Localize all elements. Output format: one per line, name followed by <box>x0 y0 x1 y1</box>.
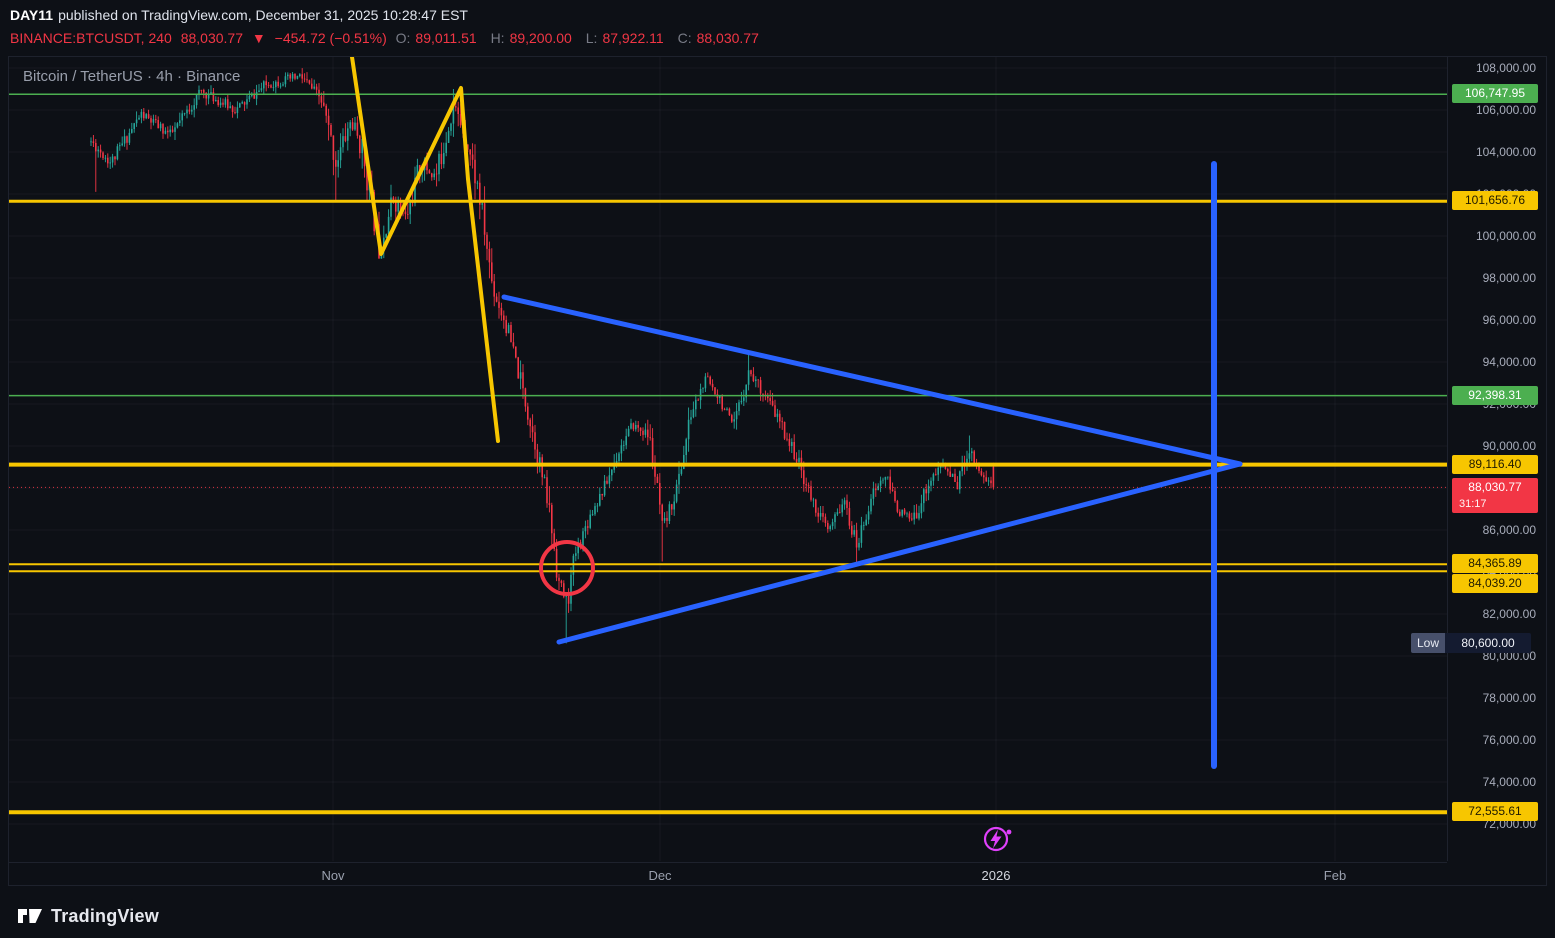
price-change: −454.72 (−0.51%) <box>274 30 387 46</box>
price-tick-label: 94,000.00 <box>1482 355 1536 369</box>
price-tick-label: 100,000.00 <box>1475 229 1536 243</box>
price-tick-label: 78,000.00 <box>1482 691 1536 705</box>
tradingview-wordmark: TradingView <box>51 905 159 926</box>
time-axis-label: 2026 <box>981 868 1011 883</box>
tradingview-logo-icon <box>18 909 42 923</box>
price-level-badge: 106,747.95 <box>1452 84 1538 104</box>
open-value: 89,011.51 <box>415 30 477 46</box>
price-tick-label: 90,000.00 <box>1482 439 1536 453</box>
bar-countdown: 31:17 <box>1459 498 1487 511</box>
price-tick-label: 108,000.00 <box>1475 61 1536 75</box>
time-axis-label: Feb <box>1323 868 1347 883</box>
symbol-name: BINANCE:BTCUSDT, 240 <box>10 30 172 46</box>
publish-text: published on TradingView.com, December 3… <box>58 7 468 23</box>
time-axis-label: Nov <box>321 868 345 883</box>
low-price-marker: Low 80,600.00 <box>1411 633 1532 654</box>
yellow-flag-trendline <box>350 57 500 443</box>
price-level-badge: 89,116.40 <box>1452 454 1538 474</box>
price-level-badge: 101,656.76 <box>1452 191 1538 211</box>
blue-triangle-lower-line <box>556 461 1243 645</box>
footer: TradingView <box>16 901 159 931</box>
price-axis[interactable]: 108,000.00106,000.00104,000.00102,000.00… <box>1411 57 1547 861</box>
price-tick-label: 98,000.00 <box>1482 271 1536 285</box>
chart-area: Bitcoin / TetherUS · 4h · Binance 108,00… <box>8 56 1547 886</box>
author-name: DAY11 <box>10 7 54 23</box>
price-tick-label: 74,000.00 <box>1482 775 1536 789</box>
red-circle-marker <box>539 540 595 596</box>
candle-bodies-down <box>92 74 995 604</box>
blue-triangle-upper-line <box>501 294 1243 467</box>
price-tick-label: 86,000.00 <box>1482 523 1536 537</box>
direction-down-icon: ▼ <box>251 30 266 46</box>
candle-wicks-down <box>92 68 994 613</box>
price-tick-label: 104,000.00 <box>1475 145 1536 159</box>
high-label: H: <box>490 30 505 46</box>
high-value: 89,200.00 <box>509 30 572 46</box>
low-label: Low <box>1411 633 1446 654</box>
price-level-badge: 84,365.89 <box>1452 554 1538 574</box>
price-tick-label: 106,000.00 <box>1475 103 1536 117</box>
price-tick-label: 96,000.00 <box>1482 313 1536 327</box>
price-tick-label: 82,000.00 <box>1482 607 1536 621</box>
magic-marker-icon <box>983 826 1009 852</box>
low-value: 80,600.00 <box>1445 633 1532 654</box>
close-value: 88,030.77 <box>696 30 759 46</box>
close-label: C: <box>677 30 692 46</box>
low-label: L: <box>585 30 598 46</box>
current-price-badge: 88,030.77 31:17 <box>1452 478 1538 514</box>
price-level-badge: 92,398.31 <box>1452 385 1538 405</box>
price-tick-label: 76,000.00 <box>1482 733 1536 747</box>
magic-bolt-icon <box>990 829 1002 849</box>
candle-bodies-up <box>90 74 990 604</box>
price-level-badge: 72,555.61 <box>1452 802 1538 822</box>
low-value: 87,922.11 <box>602 30 664 46</box>
time-axis[interactable]: Nov Dec 2026 Feb <box>9 862 1447 886</box>
symbol-info-bar: BINANCE:BTCUSDT, 240 88,030.77 ▼ −454.72… <box>10 30 769 46</box>
publish-info: DAY11 published on TradingView.com, Decem… <box>10 7 468 23</box>
chart-plot: Bitcoin / TetherUS · 4h · Binance <box>9 57 1447 861</box>
candle-wicks-up <box>90 72 990 644</box>
time-axis-label: Dec <box>648 868 672 883</box>
price-level-badge: 84,039.20 <box>1452 574 1538 594</box>
magic-dot-icon <box>1006 829 1012 835</box>
last-price: 88,030.77 <box>180 30 244 46</box>
open-label: O: <box>395 30 411 46</box>
price-chart[interactable] <box>9 57 1447 861</box>
current-price-value: 88,030.77 <box>1468 480 1522 495</box>
